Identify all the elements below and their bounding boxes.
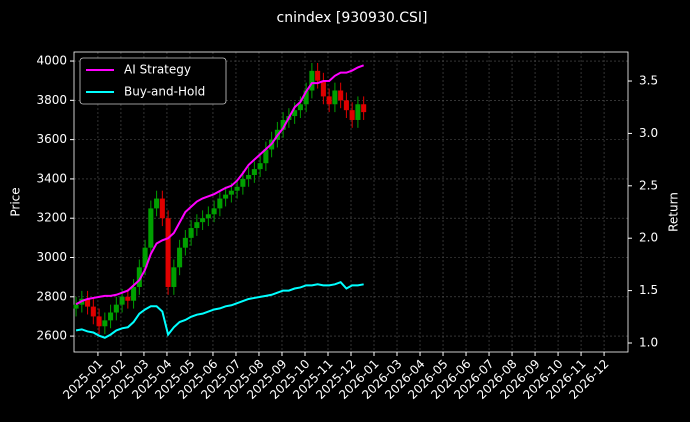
candle-body: [326, 96, 332, 105]
candle-body: [165, 218, 171, 287]
candle-body: [292, 110, 298, 117]
candle-body: [211, 208, 217, 215]
y-tick-label: 4000: [36, 54, 67, 68]
y2-tick-label: 1.0: [639, 335, 658, 349]
line-series: [75, 64, 364, 306]
candle-body: [102, 320, 108, 327]
y-tick-label: 2800: [36, 289, 67, 303]
candle-body: [309, 70, 315, 91]
candle-body: [159, 198, 165, 219]
candle-body: [119, 296, 125, 305]
candle-body: [257, 163, 263, 170]
candle-body: [338, 90, 344, 101]
candle-body: [113, 304, 119, 313]
candle-body: [96, 316, 102, 327]
candle-body: [85, 298, 91, 307]
y-tick-label: 3800: [36, 93, 67, 107]
legend-box: [79, 57, 227, 105]
candle-body: [223, 194, 229, 199]
y-tick-label: 3000: [36, 250, 67, 264]
candle-body: [188, 228, 194, 238]
y-tick-label: 3600: [36, 132, 67, 146]
legend-label: Buy-and-Hold: [124, 85, 205, 99]
candle-body: [148, 208, 154, 248]
candle-body: [217, 198, 223, 209]
candle-body: [171, 267, 177, 287]
candle-body: [182, 237, 188, 248]
candle-body: [355, 104, 361, 120]
candle-body: [349, 110, 355, 120]
y2-axis-label: Return: [667, 192, 681, 232]
candle-body: [297, 104, 303, 111]
candle-body: [131, 286, 137, 301]
candle-body: [361, 104, 367, 113]
candle-body: [108, 312, 114, 321]
chart-title: cnindex [930930.CSI]: [277, 10, 428, 26]
candle-body: [234, 186, 240, 191]
candle-body: [200, 218, 206, 223]
legend-label: AI Strategy: [124, 63, 191, 77]
y2-tick-label: 3.0: [639, 126, 658, 140]
y-axis-label: Price: [9, 187, 23, 216]
line-series: [75, 281, 364, 339]
candle-body: [240, 178, 246, 187]
candle-body: [142, 247, 148, 268]
plot-frame: [73, 51, 629, 353]
candle-body: [228, 190, 234, 195]
candle-body: [303, 90, 309, 105]
y2-tick-label: 2.5: [639, 178, 658, 192]
candle-body: [136, 267, 142, 287]
y2-tick-label: 2.0: [639, 231, 658, 245]
candle-body: [315, 70, 321, 81]
candle-body: [154, 198, 160, 209]
y-tick-label: 3200: [36, 211, 67, 225]
y-tick-label: 2600: [36, 329, 67, 343]
candle-body: [125, 296, 131, 301]
candle-body: [205, 214, 211, 219]
candle-body: [251, 169, 257, 175]
y2-tick-label: 3.5: [639, 74, 658, 88]
candle-body: [280, 119, 286, 130]
y-tick-label: 3400: [36, 171, 67, 185]
candle-body: [263, 149, 269, 164]
candle-body: [246, 174, 252, 179]
candle-body: [343, 100, 349, 111]
y2-tick-label: 1.5: [639, 283, 658, 297]
candle-body: [320, 80, 326, 97]
candle-body: [90, 306, 96, 317]
candle-body: [177, 247, 183, 268]
candle-body: [332, 90, 338, 105]
candle-body: [73, 304, 79, 309]
candle-body: [194, 222, 200, 229]
